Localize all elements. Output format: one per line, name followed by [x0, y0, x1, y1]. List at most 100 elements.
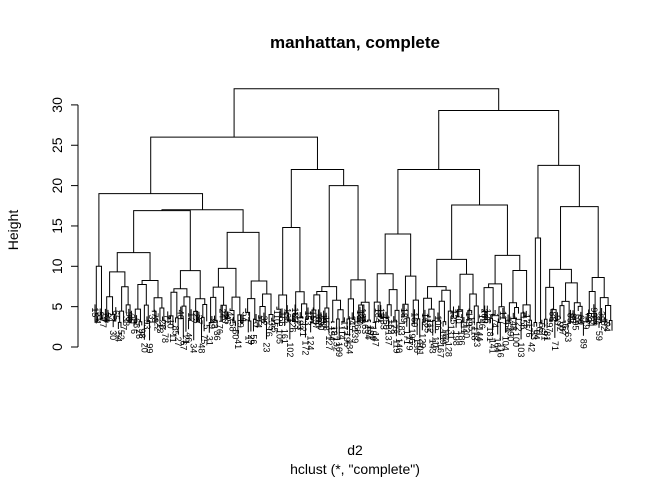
leaf-label: 46 [184, 332, 194, 342]
leaf-label: 153 [303, 310, 313, 325]
leaf-label: 45 [222, 314, 232, 324]
leaf-label: 199 [438, 330, 448, 345]
dendrogram-branch [150, 136, 318, 194]
leaf-label: 126 [287, 317, 297, 332]
leaf-label: 27 [173, 337, 183, 347]
leaf-label: 143 [428, 339, 438, 354]
leaf-label: 66 [537, 323, 547, 333]
leaf-label: 51 [95, 311, 105, 321]
leaf-label: 22 [152, 321, 162, 331]
leaf-label: 37 [194, 315, 204, 325]
leaf-label: 85 [171, 326, 181, 336]
leaf-label: 58 [228, 321, 238, 331]
dendrogram-branch [321, 286, 338, 301]
leaf-label: 121 [298, 322, 308, 337]
leaf-label: 76 [215, 324, 225, 334]
leaf-label: 170 [454, 309, 464, 324]
dendrogram-branch [217, 267, 237, 298]
leaf-label: 151 [376, 308, 386, 323]
leaf-label: 195 [342, 332, 352, 347]
dendrogram-branch [549, 268, 572, 288]
leaf-label: 19 [235, 318, 245, 328]
leaf-label: 187 [329, 326, 339, 341]
leaf-label: 120 [462, 323, 472, 338]
leaf-label: 82 [599, 321, 609, 331]
leaf-label: 84 [586, 317, 596, 327]
leaf-label: 41 [233, 339, 243, 349]
leaf-label: 161 [280, 329, 290, 344]
leaf-label: 63 [563, 332, 573, 342]
leaf-label: 178 [389, 319, 399, 334]
leaf-label: 200 [480, 309, 490, 324]
dendrogram-branch [469, 293, 477, 311]
leaf-label: 1 [238, 318, 248, 323]
leaf-label: 48 [197, 343, 207, 353]
leaf-labels: 1545177749430655452738983066826982093993… [90, 307, 612, 358]
leaf-label: 175 [521, 314, 531, 329]
leaf-label: 131 [446, 325, 456, 340]
leaf-label: 119 [391, 339, 401, 353]
leaf-label: 192 [319, 314, 329, 329]
leaf-label: 157 [308, 311, 318, 326]
leaf-label: 104 [500, 336, 510, 351]
leaf-label: 24 [217, 308, 227, 318]
leaf-label: 139 [350, 328, 360, 343]
leaf-label: 83 [565, 313, 575, 323]
dendrogram-tree [94, 88, 613, 341]
leaf-label: 59 [594, 331, 604, 341]
leaf-label: 127 [324, 335, 334, 350]
leaf-label: 141 [487, 339, 497, 354]
leaf-label: 67 [178, 340, 188, 350]
leaf-label: 185 [423, 318, 433, 333]
y-axis-label: Height [5, 210, 21, 251]
leaf-label: 91 [539, 331, 549, 341]
leaf-label: 49 [207, 319, 217, 329]
leaf-label: 197 [311, 315, 321, 330]
dendrogram-branch [316, 291, 328, 309]
leaf-label: 162 [386, 319, 396, 334]
leaf-label: 79 [581, 319, 591, 329]
leaf-label: 183 [397, 321, 407, 336]
leaf-label: 69 [573, 314, 583, 324]
leaf-label: 16 [264, 327, 274, 337]
leaf-label: 179 [404, 336, 414, 351]
leaf-label: 167 [436, 343, 446, 358]
dendrogram-branch [591, 277, 605, 298]
leaf-label: 23 [261, 342, 271, 352]
leaf-label: 114 [337, 325, 347, 339]
leaf-label: 130 [316, 315, 326, 330]
leaf-label: 181 [485, 327, 495, 342]
y-tick-label: 15 [49, 218, 65, 234]
leaf-label: 30 [108, 330, 118, 340]
dendrogram-branch [109, 271, 126, 297]
leaf-label: 71 [550, 341, 560, 351]
leaf-label: 191 [365, 325, 375, 340]
leaf-label: 42 [526, 342, 536, 352]
leaf-label: 77 [163, 314, 173, 324]
leaf-label: 53 [529, 330, 539, 340]
leaf-label: 97 [545, 322, 555, 332]
leaf-label: 78 [160, 333, 170, 343]
leaf-label: 55 [269, 323, 279, 333]
leaf-label: 102 [285, 342, 295, 357]
leaf-label: 31 [204, 336, 214, 346]
dendrogram-branch [173, 288, 188, 297]
leaf-label: 177 [339, 320, 349, 335]
leaf-label: 146 [477, 314, 487, 329]
leaf-label: 115 [430, 336, 440, 350]
dendrogram-branch [282, 227, 301, 295]
leaf-label: 17 [243, 335, 253, 345]
y-tick-label: 5 [49, 303, 65, 311]
leaf-label: 188 [358, 308, 368, 323]
leaf-label: 122 [513, 317, 523, 332]
x-axis-label: d2 [347, 442, 363, 458]
leaf-label: 56 [248, 334, 258, 344]
y-tick-label: 25 [49, 137, 65, 153]
dendrogram-branch [384, 233, 412, 277]
leaf-label: 21 [181, 335, 191, 345]
leaf-label: 145 [347, 315, 357, 330]
leaf-label: 106 [433, 315, 443, 330]
leaf-label: 60 [576, 315, 586, 325]
leaf-label: 137 [384, 331, 394, 346]
method-sublabel: hclust (*, "complete") [290, 461, 420, 477]
